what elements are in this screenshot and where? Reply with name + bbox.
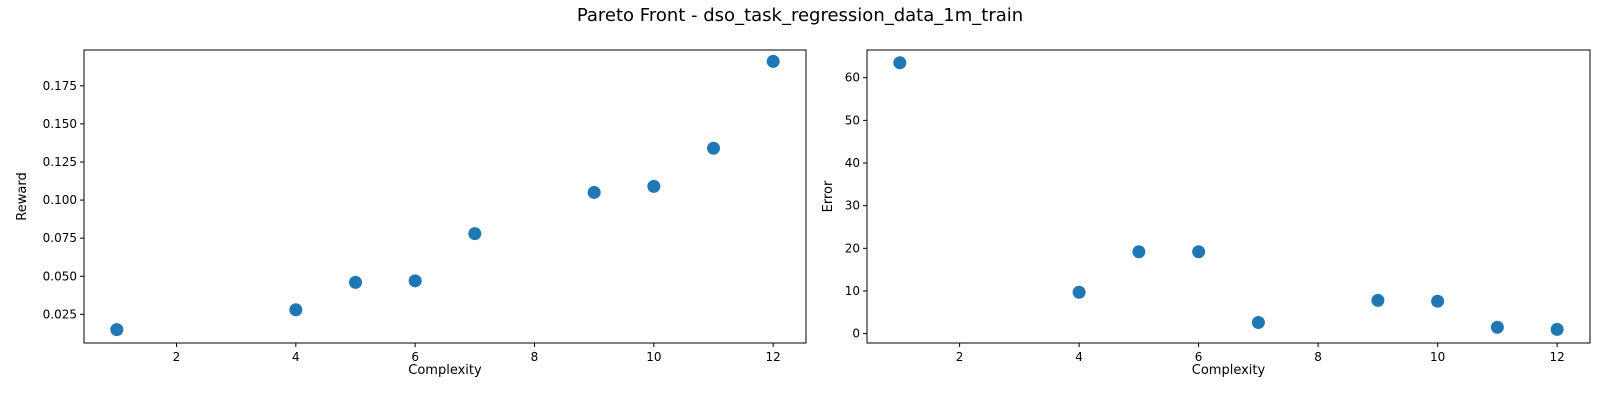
reward-data-point (647, 179, 661, 193)
error-y-tick-label: 0 (852, 327, 860, 341)
error-x-tick-label: 4 (1075, 350, 1083, 364)
reward-x-tick-label: 6 (411, 350, 419, 364)
figure-title: Pareto Front - dso_task_regression_data_… (576, 5, 1024, 26)
reward-x-tick-label: 2 (173, 350, 181, 364)
error-y-axis-label: Error (821, 180, 836, 212)
error-x-tick-label: 10 (1430, 350, 1445, 364)
error-y-tick-label: 40 (845, 156, 860, 170)
error-y-tick-label: 20 (845, 241, 860, 255)
error-data-point (1132, 245, 1146, 259)
reward-data-point (348, 275, 362, 289)
error-axes-frame (866, 49, 1591, 344)
reward-y-tick-label: 0.125 (43, 155, 77, 169)
error-data-point (893, 56, 907, 70)
error-data-point (1251, 316, 1265, 330)
reward-x-tick-label: 4 (292, 350, 300, 364)
reward-data-point (587, 185, 601, 199)
error-x-tick-label: 2 (956, 350, 964, 364)
error-data-point (1371, 293, 1385, 307)
reward-data-point (766, 54, 780, 68)
error-data-point (1490, 320, 1504, 334)
reward-x-tick-label: 8 (531, 350, 539, 364)
reward-y-tick-label: 0.100 (43, 193, 77, 207)
reward-data-point (707, 141, 721, 155)
reward-y-tick-label: 0.150 (43, 117, 77, 131)
error-data-point (1072, 285, 1086, 299)
error-data-point (1192, 245, 1206, 259)
error-y-tick-label: 50 (845, 113, 860, 127)
error-x-axis-label: Complexity (1192, 363, 1266, 378)
error-x-tick-label: 12 (1549, 350, 1564, 364)
error-y-tick-label: 30 (845, 199, 860, 213)
reward-data-point (110, 323, 124, 337)
reward-x-tick-label: 12 (766, 350, 781, 364)
reward-data-point (289, 303, 303, 317)
error-data-point (1550, 322, 1564, 336)
reward-y-tick-label: 0.025 (43, 307, 77, 321)
error-y-tick-label: 10 (845, 284, 860, 298)
error-y-tick-label: 60 (845, 71, 860, 85)
reward-y-tick-label: 0.175 (43, 79, 77, 93)
reward-data-point (468, 227, 482, 241)
reward-y-tick-label: 0.075 (43, 231, 77, 245)
reward-data-point (408, 274, 422, 288)
reward-x-tick-label: 10 (646, 350, 661, 364)
reward-y-tick-label: 0.050 (43, 269, 77, 283)
reward-x-axis-label: Complexity (408, 363, 482, 378)
reward-axes-frame (83, 49, 807, 344)
error-x-tick-label: 6 (1195, 350, 1203, 364)
error-data-point (1431, 294, 1445, 308)
error-x-tick-label: 8 (1314, 350, 1322, 364)
reward-y-axis-label: Reward (15, 172, 30, 220)
